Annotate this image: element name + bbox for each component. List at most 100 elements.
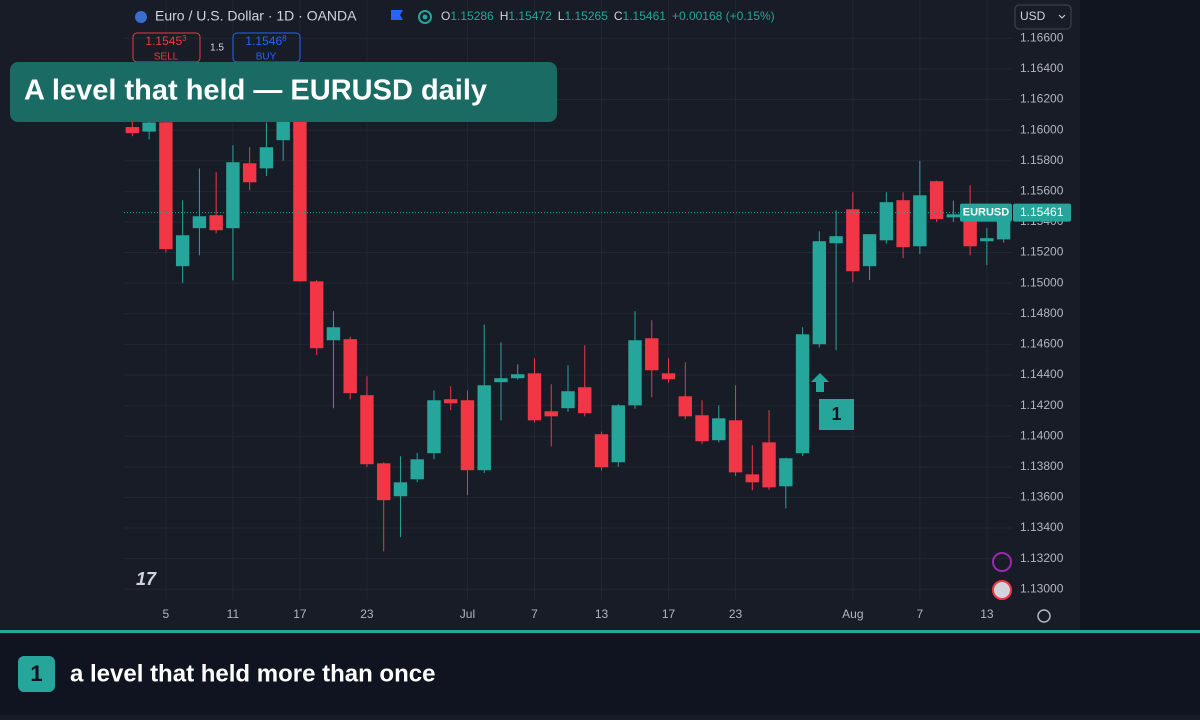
candle-body (661, 373, 676, 380)
candle-body (309, 281, 324, 349)
footer-rule (0, 630, 1200, 633)
x-tick-label: 5 (163, 607, 170, 621)
y-tick-label: 1.15200 (1020, 245, 1064, 259)
ohlc-change: +0.00168 (+0.15%) (672, 9, 775, 23)
candle-body (511, 374, 525, 379)
candle-body (444, 399, 458, 404)
candle-body (226, 162, 240, 229)
candle-body (779, 458, 793, 487)
y-tick-label: 1.16000 (1020, 122, 1064, 136)
y-tick-label: 1.16400 (1020, 61, 1064, 75)
candle-body (192, 216, 207, 229)
price-label: 1.15461 (1020, 205, 1064, 219)
plot: 1.13000 1.13200 1.13400 1.13600 1.13800 1.140… (124, 0, 1071, 621)
candle-body (745, 474, 760, 483)
x-tick-label: 13 (980, 607, 994, 621)
candle-body (376, 463, 391, 501)
candle-body (980, 238, 994, 242)
buy-label: BUY (256, 52, 277, 63)
candle-body (460, 400, 475, 471)
candle-body (410, 459, 424, 480)
y-tick-label: 1.14600 (1020, 337, 1064, 351)
ohlc-header: O1.15286 H1.15472 L1.15265 C1.15461 +0.00168… (441, 9, 775, 23)
spread: 1.5 (210, 43, 224, 54)
candle-body (628, 340, 642, 406)
x-tick-label: Aug (842, 607, 863, 621)
candle-body (862, 234, 877, 267)
calendar-icon[interactable] (992, 580, 1012, 600)
x-tick-label: 23 (360, 607, 374, 621)
y-tick-label: 1.14400 (1020, 367, 1064, 381)
symbol-label-box (960, 203, 1012, 222)
sell-label: SELL (154, 52, 179, 63)
flag-icon (391, 10, 403, 20)
x-tick-label: 23 (729, 607, 743, 621)
candle-body (728, 420, 743, 473)
y-tick-label: 1.14000 (1020, 428, 1064, 442)
y-tick-label: 1.13600 (1020, 490, 1064, 504)
x-tick-label: 11 (227, 607, 240, 621)
y-tick-label: 1.13200 (1020, 551, 1064, 565)
candle-body (527, 373, 542, 421)
candle-body (695, 415, 709, 442)
dropdown-arrow (1058, 14, 1066, 19)
settings-icon[interactable] (1037, 609, 1051, 623)
candle-body (896, 200, 910, 248)
currency-select[interactable] (1014, 4, 1072, 30)
sell-price: 1.15453 (145, 34, 187, 48)
y-tick-label: 1.15600 (1020, 183, 1064, 197)
footer-badge-label: 1 (30, 661, 42, 686)
status-dot (422, 14, 428, 20)
buy-price: 1.15468 (245, 34, 287, 48)
y-tick-label: 1.16600 (1020, 30, 1064, 44)
ohlc-text: O1.15286 H1.15472 L1.15265 C1.15461 +0.00168… (441, 9, 775, 23)
y-tick-label: 1.13000 (1020, 581, 1064, 595)
x-tick-label: 17 (662, 607, 676, 621)
footer-badge (18, 656, 55, 692)
candle-body (712, 418, 726, 441)
candle-body (879, 202, 894, 241)
candle-body (360, 395, 374, 465)
candle-body (561, 391, 575, 409)
y-tick-label: 1.16200 (1020, 92, 1064, 106)
ohlc-value: 1.15265 (564, 9, 608, 23)
annotation-label: 1 (831, 404, 841, 424)
candle-body (913, 195, 927, 247)
ohlc-value: 1.15472 (508, 9, 552, 23)
price-label-box (1013, 203, 1071, 222)
annotation-box (819, 399, 854, 430)
symbol: Euro / U.S. Dollar · 1D · OANDA (155, 8, 357, 24)
candle-body (343, 339, 357, 394)
ohlc-key: O (441, 9, 450, 23)
candle-body (678, 396, 692, 417)
x-tick-label: 7 (917, 607, 924, 621)
ohlc-value: 1.15461 (623, 9, 667, 23)
ohlc-key: L (558, 9, 565, 23)
title-box (10, 62, 557, 122)
candle-body (209, 215, 223, 231)
footer-text: a level that held more than once (70, 660, 435, 687)
candle-body (427, 400, 441, 454)
candle-body (812, 241, 827, 345)
candle-body (544, 411, 558, 417)
candle-body (795, 334, 810, 454)
sell-price-main: 1.1545 (145, 34, 182, 48)
ohlc-value: 1.15286 (450, 9, 494, 23)
ohlc-key: H (500, 9, 509, 23)
candle-body (494, 378, 508, 383)
event-icon[interactable] (992, 552, 1012, 572)
x-tick-label: 17 (293, 607, 307, 621)
y-tick-label: 1.15000 (1020, 275, 1064, 289)
logo: 17 (136, 569, 157, 589)
y-tick-label: 1.14800 (1020, 306, 1064, 320)
candle-body (611, 405, 625, 463)
y-tick-label: 1.13800 (1020, 459, 1064, 473)
candle-body (159, 122, 173, 250)
candle-body (125, 127, 140, 134)
symbol-label: EURUSD (963, 207, 1010, 219)
candle-body (829, 236, 843, 244)
y-tick-label: 1.14200 (1020, 398, 1064, 412)
candle-body (578, 387, 592, 414)
symbol-icon (135, 11, 147, 23)
